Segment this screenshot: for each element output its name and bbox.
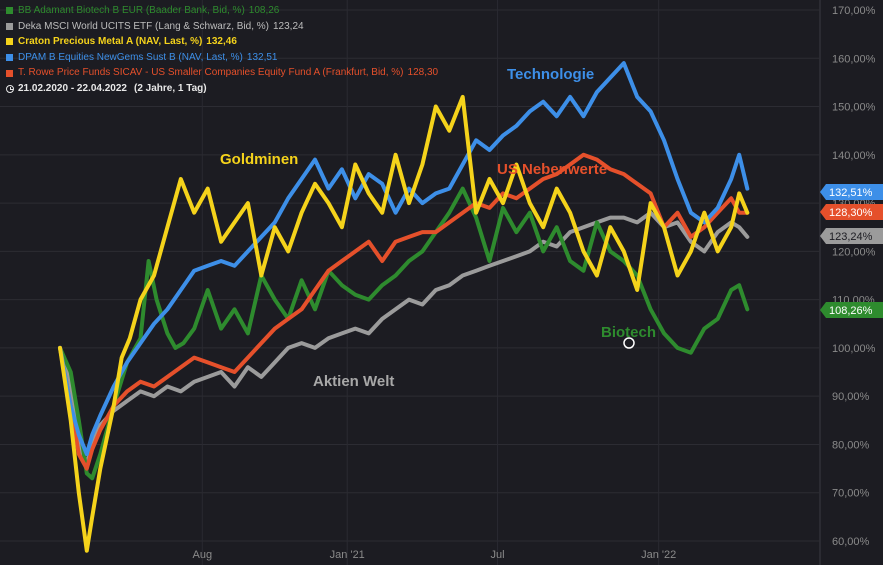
annotation-biotech: Biotech <box>601 324 656 341</box>
badge-value: 123,24% <box>829 231 873 243</box>
series-line-goldminen <box>58 94 750 553</box>
annotation-aktien-welt: Aktien Welt <box>313 373 394 390</box>
cursor-marker <box>623 337 635 349</box>
y-tick-label: 90,00% <box>832 391 870 403</box>
badge-shape <box>820 184 883 200</box>
legend-swatch-aktien-welt <box>6 22 13 30</box>
period-text: (2 Jahre, 1 Tag) <box>133 82 207 94</box>
y-tick-label: 120,00% <box>832 246 876 258</box>
legend-label: DPAM B Equities NewGems Sust B (NAV, Las… <box>18 51 243 63</box>
badge-value: 108,26% <box>829 305 873 317</box>
y-tick-label: 170,00% <box>832 5 876 17</box>
value-badges: 132,51% 128,30% 123,24% 108,26% <box>820 184 883 318</box>
y-tick-label: 160,00% <box>832 53 876 65</box>
legend-label: BB Adamant Biotech B EUR (Baader Bank, B… <box>18 5 245 16</box>
annotation-us-nebenwerte: US Nebenwerte <box>497 161 607 178</box>
y-tick-label: 60,00% <box>832 536 870 548</box>
y-tick-label: 80,00% <box>832 439 870 451</box>
series-line-technologie <box>58 61 750 457</box>
y-tick-label: 140,00% <box>832 150 876 162</box>
annotation-technologie: Technologie <box>507 66 594 83</box>
legend-item-us-nebenwerte[interactable]: T. Rowe Price Funds SICAV - US Smaller C… <box>6 65 438 81</box>
date-range-text: 21.02.2020 - 22.04.2022 <box>18 82 127 94</box>
legend-value: 128,30 <box>407 67 439 79</box>
series-line-aktien-welt <box>58 210 750 466</box>
legend-label: Craton Precious Metal A (NAV, Last, %) <box>18 36 203 48</box>
legend-value: 108,26 <box>248 5 280 16</box>
grid-lines <box>0 0 820 565</box>
legend-swatch-goldminen <box>6 38 13 46</box>
badge-shape <box>820 204 883 220</box>
date-range: 21.02.2020 - 22.04.2022 (2 Jahre, 1 Tag) <box>6 81 438 97</box>
badge-shape <box>820 302 883 318</box>
legend-swatch-technologie <box>6 54 13 62</box>
x-tick-label: Jan '21 <box>330 549 365 561</box>
badge-shape <box>820 228 883 244</box>
legend-item-aktien-welt[interactable]: Deka MSCI World UCITS ETF (Lang & Schwar… <box>6 19 438 35</box>
clock-icon <box>6 84 14 93</box>
legend-value: 132,51 <box>246 51 278 63</box>
series-group <box>58 61 750 553</box>
x-tick-label: Aug <box>192 549 212 561</box>
legend-label: Deka MSCI World UCITS ETF (Lang & Schwar… <box>18 20 269 32</box>
value-badge: 128,30% <box>820 204 883 220</box>
legend-swatch-us-nebenwerte <box>6 69 13 77</box>
legend-item-technologie[interactable]: DPAM B Equities NewGems Sust B (NAV, Las… <box>6 50 438 66</box>
series-line-biotech <box>58 186 750 481</box>
badge-value: 132,51% <box>829 187 873 199</box>
legend-item-biotech[interactable]: BB Adamant Biotech B EUR (Baader Bank, B… <box>6 3 438 19</box>
y-tick-label: 70,00% <box>832 488 870 500</box>
legend-swatch-biotech <box>6 7 13 15</box>
legend-label: T. Rowe Price Funds SICAV - US Smaller C… <box>18 67 404 79</box>
value-badge: 108,26% <box>820 302 883 318</box>
series-annotations: Biotech Aktien Welt Goldminen Technologie US… <box>220 66 656 390</box>
legend: BB Adamant Biotech B EUR (Baader Bank, B… <box>6 3 438 97</box>
x-tick-label: Jan '22 <box>641 549 676 561</box>
legend-value: 132,46 <box>206 36 237 48</box>
x-axis-labels: Aug Jan '21 Jul Jan '22 <box>192 549 676 561</box>
y-tick-label: 100,00% <box>832 343 876 355</box>
value-badge: 132,51% <box>820 184 883 200</box>
legend-value: 123,24 <box>273 20 304 32</box>
value-badge: 123,24% <box>820 228 883 244</box>
y-tick-label: 150,00% <box>832 102 876 114</box>
badge-value: 128,30% <box>829 207 873 219</box>
legend-item-goldminen[interactable]: Craton Precious Metal A (NAV, Last, %) 1… <box>6 34 438 50</box>
annotation-goldminen: Goldminen <box>220 151 298 168</box>
x-tick-label: Jul <box>491 549 505 561</box>
series-line-us-nebenwerte <box>58 152 750 471</box>
